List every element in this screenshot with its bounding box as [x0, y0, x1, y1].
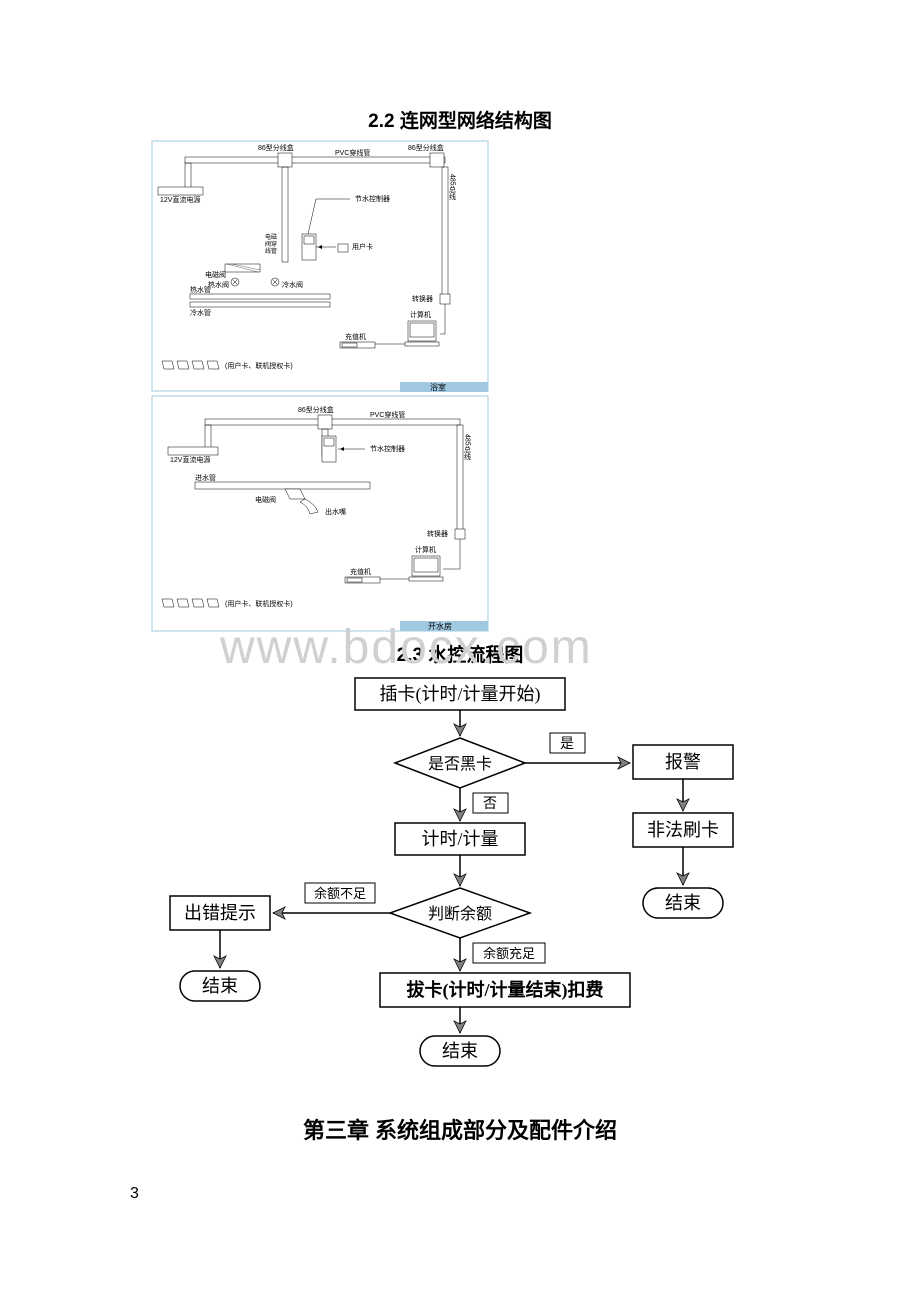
fc-end2: 结束 [202, 976, 238, 996]
network-diagram-container: 86型分线盒 PVC穿线管 86型分线盒 485总线 12V直流电源 节水控制器… [150, 139, 920, 634]
fc-end3: 结束 [442, 1041, 478, 1061]
fc-alarm: 报警 [665, 752, 701, 772]
flowchart-container: 插卡(计时/计量开始) 是否黑卡 是 报警 非法刷卡 结束 否 计时/计量 判断… [0, 673, 920, 1073]
d2-computer: 计算机 [415, 545, 436, 554]
d1-hotvalve: 热水阀 [208, 280, 229, 289]
d2-cards: (用户卡、联机授权卡) [225, 599, 293, 608]
fc-end1: 结束 [665, 893, 701, 913]
fc-no: 否 [483, 797, 497, 812]
d1-box86-left: 86型分线盒 [258, 143, 294, 152]
d1-converter: 转换器 [412, 294, 433, 303]
d1-box86-right: 86型分线盒 [408, 143, 444, 152]
fc-illegal: 非法刷卡 [647, 820, 719, 840]
section-2-3-title: 2.3 水控流程图 [0, 640, 920, 667]
d1-charger: 充值机 [345, 332, 366, 341]
d1-cards: (用户卡、联机授权卡) [225, 361, 293, 370]
d2-inlet: 进水管 [195, 473, 216, 482]
d1-bus485: 485总线 [449, 174, 457, 200]
svg-text:线管: 线管 [265, 247, 277, 255]
d1-coldpipe: 冷水管 [190, 308, 211, 317]
fc-suff: 余额充足 [483, 946, 535, 961]
d2-power: 12V直流电源 [170, 455, 210, 464]
d2-outlet: 出水嘴 [325, 507, 346, 516]
d1-evpipe: 电磁 [265, 233, 277, 241]
fc-start: 插卡(计时/计量开始) [380, 684, 541, 705]
fc-insuff: 余额不足 [314, 886, 366, 901]
fc-blacklist: 是否黑卡 [428, 755, 492, 773]
svg-text:阀穿: 阀穿 [265, 240, 277, 248]
d2-box86: 86型分线盒 [298, 405, 334, 414]
fc-balance: 判断余额 [428, 904, 492, 923]
section-2-2-title: 2.2 连网型网络结构图 [0, 106, 920, 133]
fc-remove: 拔卡(计时/计量结束)扣费 [407, 979, 604, 1001]
d2-controller: 节水控制器 [370, 444, 405, 453]
page-number: 3 [130, 1185, 920, 1203]
d2-ev: 电磁阀 [255, 495, 276, 504]
network-diagram: 86型分线盒 PVC穿线管 86型分线盒 485总线 12V直流电源 节水控制器… [150, 139, 490, 634]
d1-power: 12V直流电源 [160, 195, 200, 204]
d2-charger: 充值机 [350, 567, 371, 576]
fc-timing: 计时/计量 [421, 829, 498, 849]
d2-pvc: PVC穿线管 [370, 410, 405, 419]
d1-ev: 电磁阀 [205, 270, 226, 279]
d2-converter: 转换器 [427, 529, 448, 538]
fc-error: 出错提示 [184, 903, 256, 923]
chapter-3-title: 第三章 系统组成部分及配件介绍 [0, 1113, 920, 1145]
d1-usercard: 用户卡 [352, 242, 373, 251]
d1-hotpipe: 热水管 [190, 285, 211, 294]
d1-controller: 节水控制器 [355, 194, 390, 203]
d1-coldvalve: 冷水阀 [282, 280, 303, 289]
d2-room: 开水房 [428, 621, 452, 631]
d2-bus485: 485总线 [464, 434, 472, 460]
d1-pvc: PVC穿线管 [335, 148, 370, 157]
d1-computer: 计算机 [410, 310, 431, 319]
d1-room: 浴室 [430, 382, 446, 392]
fc-yes: 是 [560, 737, 574, 752]
flowchart: 插卡(计时/计量开始) 是否黑卡 是 报警 非法刷卡 结束 否 计时/计量 判断… [155, 673, 765, 1073]
